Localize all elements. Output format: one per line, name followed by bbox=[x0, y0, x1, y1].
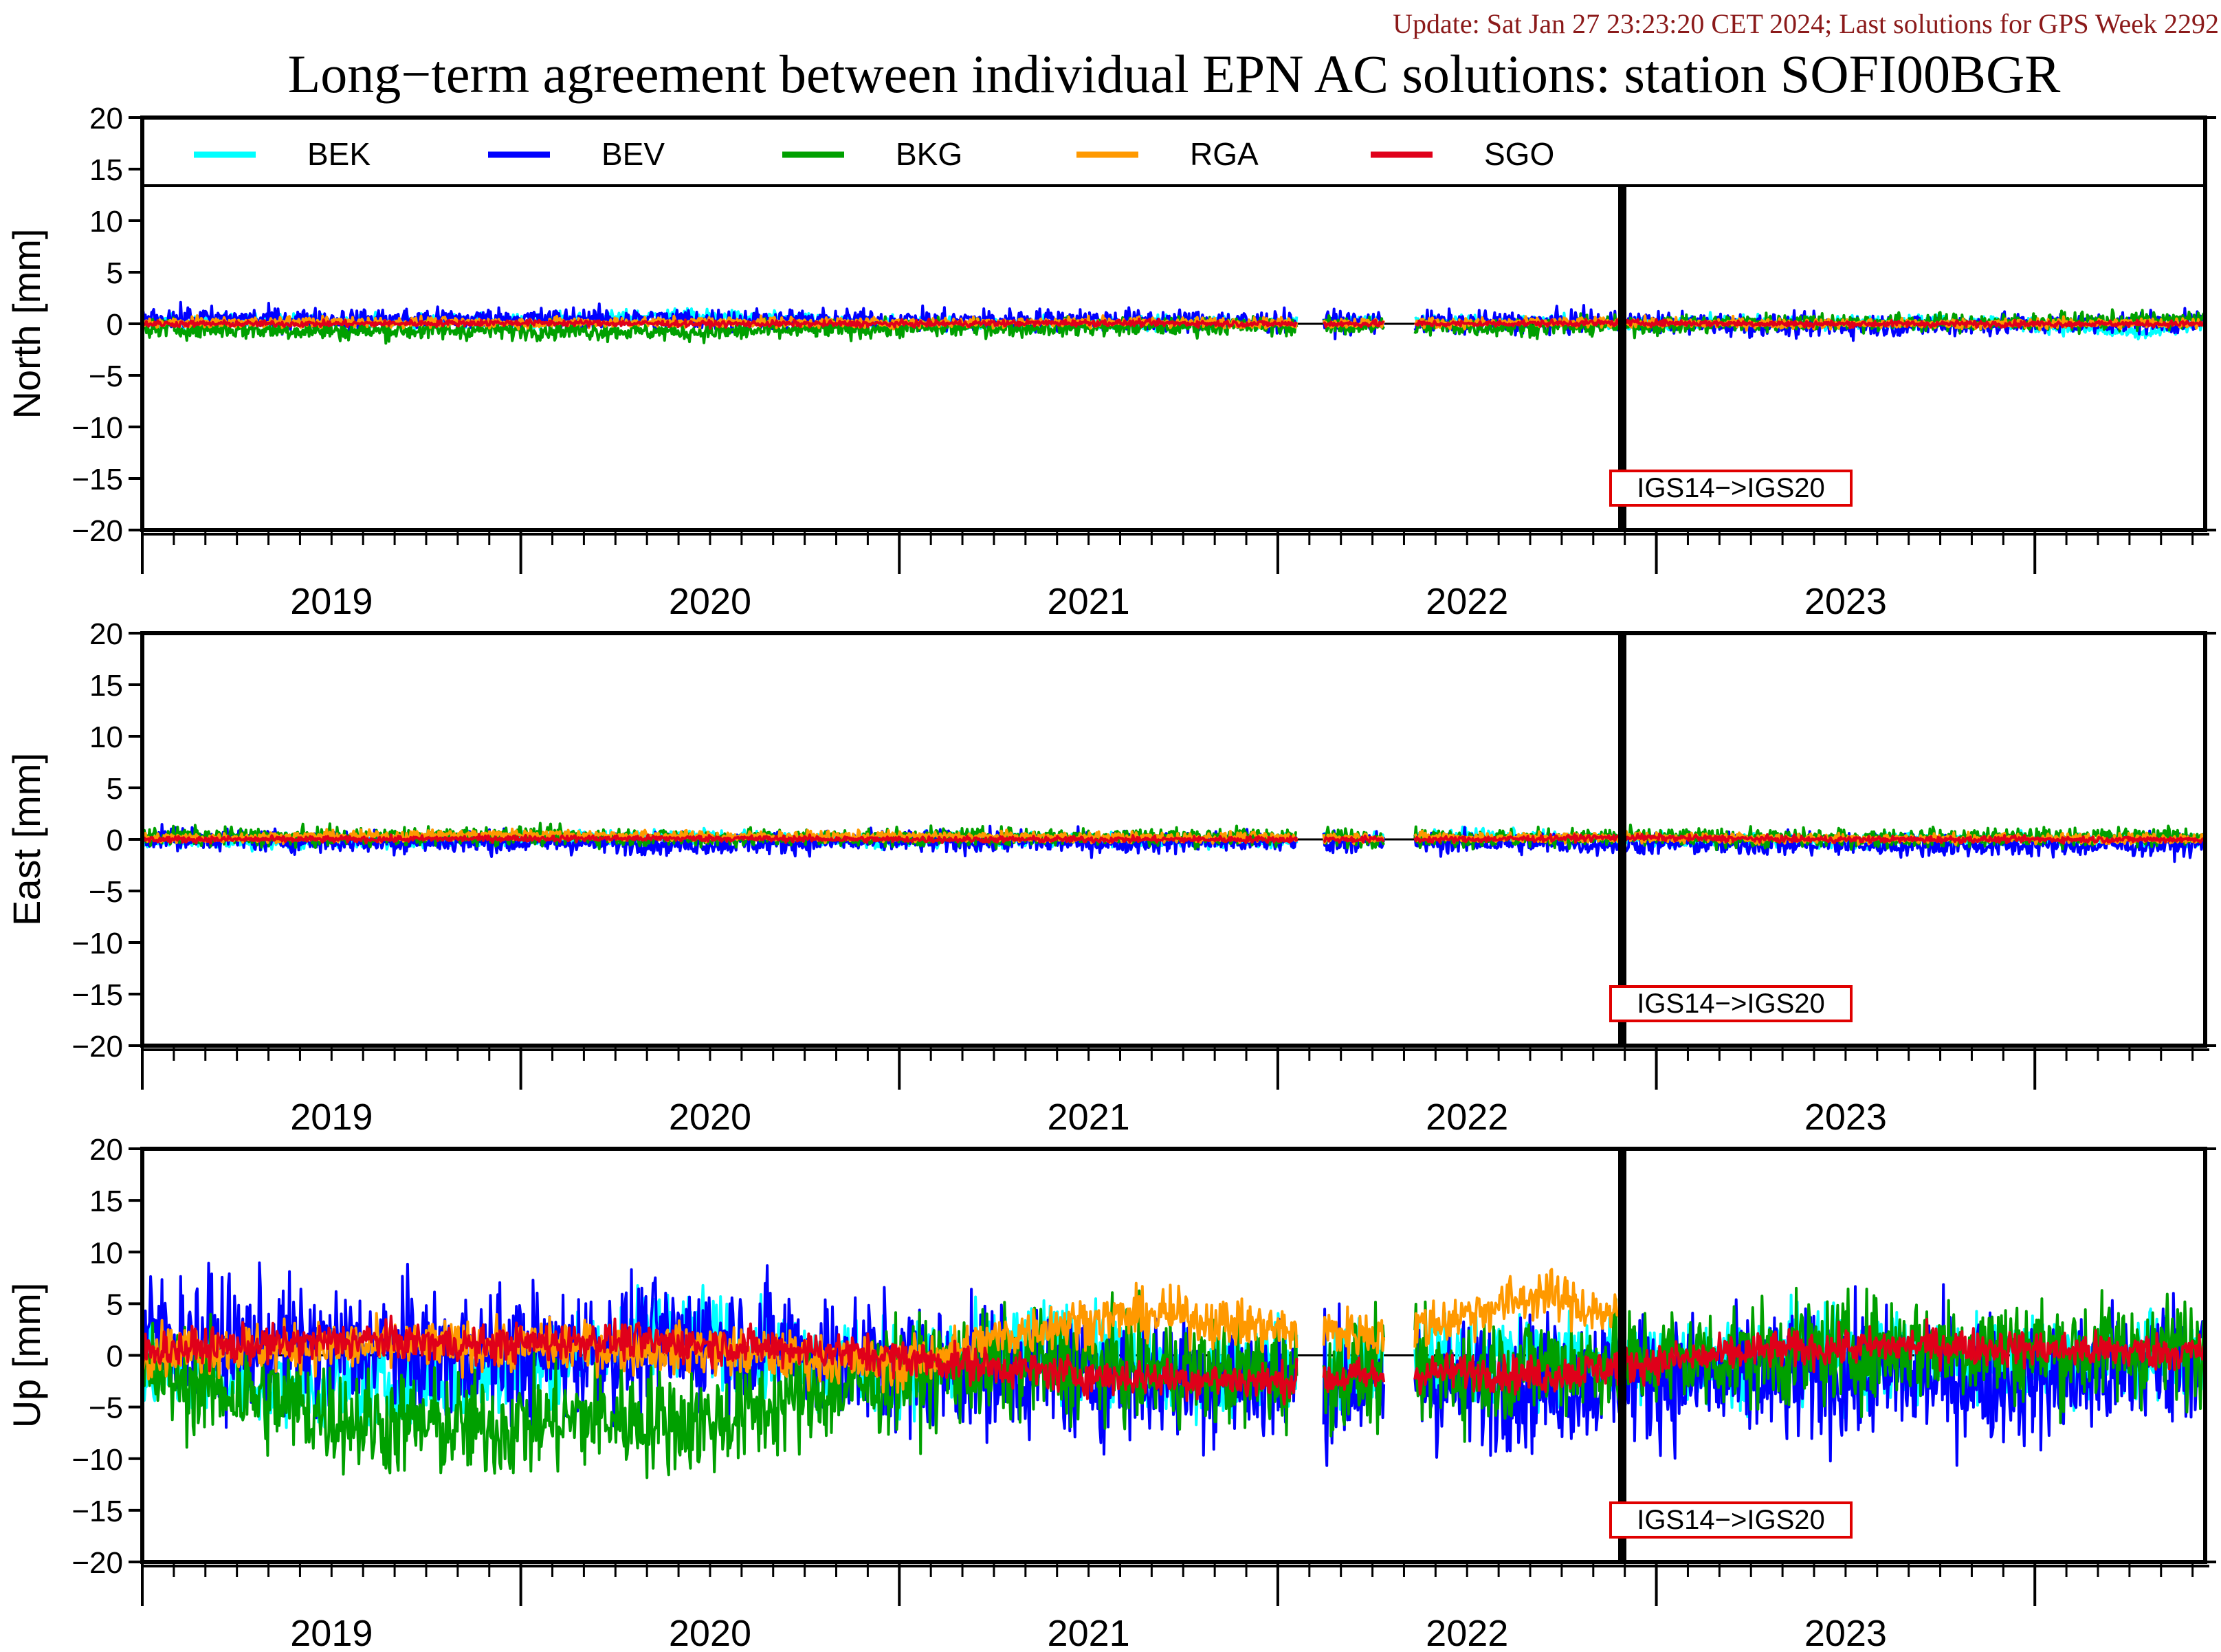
y-tick-label: 0 bbox=[107, 824, 123, 857]
x-tick-label: 2022 bbox=[1426, 1097, 1508, 1138]
y-tick-label: −20 bbox=[71, 1546, 123, 1580]
legend-item-sgo: SGO bbox=[1371, 136, 1554, 172]
x-tick-label: 2023 bbox=[1804, 1613, 1887, 1649]
legend-item-bev: BEV bbox=[488, 136, 665, 172]
y-tick-label: 20 bbox=[89, 617, 123, 651]
x-tick-label: 2020 bbox=[669, 1613, 751, 1649]
y-tick-label: −15 bbox=[71, 1495, 123, 1528]
y-axis-label: Up [mm] bbox=[5, 1283, 48, 1429]
series-line-sgo bbox=[142, 1314, 2205, 1406]
y-tick-label: 20 bbox=[89, 102, 123, 135]
x-tick-label: 2019 bbox=[290, 1613, 373, 1649]
x-tick-label: 2021 bbox=[1048, 1613, 1130, 1649]
frame-change-annotation: IGS14−>IGS20 bbox=[1609, 470, 1853, 507]
x-tick-label: 2020 bbox=[669, 1097, 751, 1138]
annotation-label: IGS14−>IGS20 bbox=[1637, 473, 1825, 503]
x-tick-label: 2022 bbox=[1426, 581, 1508, 622]
y-axis-label: East [mm] bbox=[5, 753, 48, 926]
legend-label: BEK bbox=[307, 136, 371, 172]
y-tick-label: −5 bbox=[89, 875, 123, 909]
x-tick-label: 2019 bbox=[290, 581, 373, 622]
legend-label: SGO bbox=[1484, 136, 1554, 172]
y-tick-label: −15 bbox=[71, 463, 123, 496]
y-tick-label: −10 bbox=[71, 1443, 123, 1477]
y-tick-label: 5 bbox=[107, 256, 123, 290]
series-group bbox=[142, 1261, 2205, 1479]
legend-label: BKG bbox=[896, 136, 962, 172]
y-tick-label: −10 bbox=[71, 927, 123, 960]
y-tick-label: 20 bbox=[89, 1133, 123, 1167]
x-tick-label: 2022 bbox=[1426, 1613, 1508, 1649]
series-line-sgo bbox=[142, 317, 2205, 330]
x-tick-label: 2021 bbox=[1048, 581, 1130, 622]
series-group bbox=[142, 300, 2205, 345]
y-tick-label: −5 bbox=[89, 360, 123, 393]
frame-change-annotation: IGS14−>IGS20 bbox=[1609, 985, 1853, 1022]
frame-change-annotation: IGS14−>IGS20 bbox=[1609, 1501, 1853, 1539]
y-tick-label: 0 bbox=[107, 1340, 123, 1374]
x-tick-label: 2020 bbox=[669, 581, 751, 622]
legend-label: RGA bbox=[1190, 136, 1259, 172]
y-tick-label: 15 bbox=[89, 669, 123, 703]
x-tick-label: 2023 bbox=[1804, 1097, 1887, 1138]
chart-title: Long−term agreement between individual E… bbox=[288, 44, 2061, 104]
series-group bbox=[142, 822, 2205, 863]
y-tick-label: 10 bbox=[89, 205, 123, 239]
legend-item-bkg: BKG bbox=[782, 136, 962, 172]
y-tick-label: −20 bbox=[71, 1030, 123, 1064]
y-tick-label: 15 bbox=[89, 1185, 123, 1218]
x-tick-label: 2019 bbox=[290, 1097, 373, 1138]
legend-item-rga: RGA bbox=[1076, 136, 1259, 172]
x-tick-label: 2021 bbox=[1048, 1097, 1130, 1138]
y-tick-label: 5 bbox=[107, 1288, 123, 1321]
legend-label: BEV bbox=[601, 136, 665, 172]
y-tick-label: −20 bbox=[71, 514, 123, 548]
y-tick-label: 0 bbox=[107, 308, 123, 342]
y-tick-label: 15 bbox=[89, 153, 123, 187]
annotation-box bbox=[1609, 1501, 1853, 1539]
y-tick-label: −15 bbox=[71, 978, 123, 1012]
y-tick-label: −10 bbox=[71, 411, 123, 445]
y-tick-label: 5 bbox=[107, 772, 123, 806]
legend-item-bek: BEK bbox=[194, 136, 371, 172]
panels-layer: IGS14−>IGS20 20 15 10 5 0 −5 −10 −15 −20 North [mm… bbox=[5, 102, 2216, 1652]
annotation-box bbox=[1609, 470, 1853, 507]
legend: BEK BEV BKG RGA SGO bbox=[142, 136, 2205, 187]
panel-east: IGS14−>IGS20 20 15 10 5 0 −5 −10 −15 −20 East [mm]… bbox=[5, 617, 2216, 1138]
x-tick-label: 2023 bbox=[1804, 581, 1887, 622]
panel-north: IGS14−>IGS20 20 15 10 5 0 −5 −10 −15 −20 North [mm… bbox=[5, 102, 2216, 622]
annotation-box bbox=[1609, 985, 1853, 1022]
y-axis-label: North [mm] bbox=[5, 229, 48, 419]
series-line-sgo bbox=[142, 833, 2205, 845]
y-tick-label: 10 bbox=[89, 720, 123, 754]
y-tick-label: −5 bbox=[89, 1391, 123, 1425]
panel-up: IGS14−>IGS20 20 15 10 5 0 −5 −10 −15 −20 Up [mm] 20… bbox=[5, 1133, 2216, 1652]
annotation-label: IGS14−>IGS20 bbox=[1637, 1505, 1825, 1535]
update-text: Update: Sat Jan 27 23:23:20 CET 2024; La… bbox=[1393, 8, 2219, 39]
y-tick-label: 10 bbox=[89, 1236, 123, 1270]
annotation-label: IGS14−>IGS20 bbox=[1637, 989, 1825, 1019]
